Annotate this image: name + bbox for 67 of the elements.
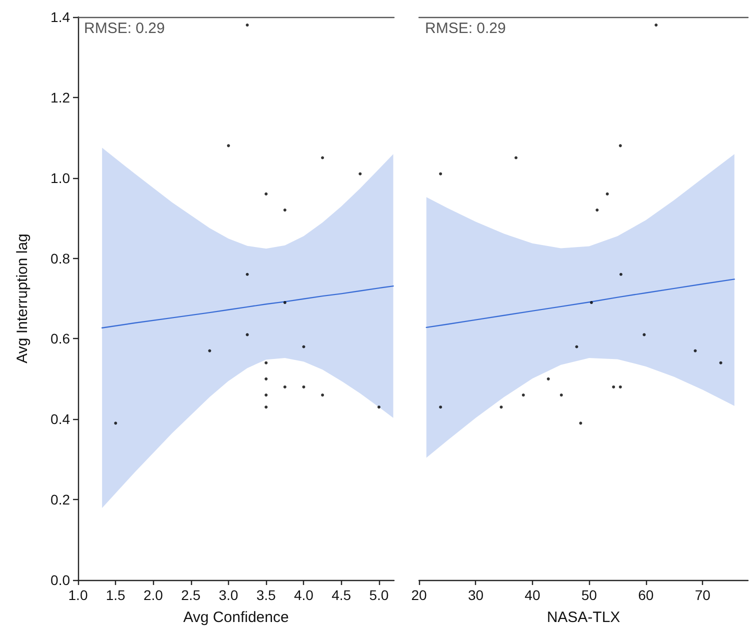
point (264, 394, 268, 397)
point (654, 24, 658, 27)
point (302, 345, 306, 348)
x-tick-label: 5.0 (369, 587, 389, 603)
x-axis-title: Avg Confidence (183, 609, 289, 626)
point (264, 406, 268, 409)
x-tick-label: 70 (694, 587, 711, 603)
point (246, 24, 249, 27)
x-tick-label: 2.0 (144, 587, 164, 603)
x-tick-label: 50 (581, 587, 598, 603)
point (618, 385, 622, 388)
point (246, 333, 249, 336)
point (321, 394, 324, 397)
point (619, 272, 622, 276)
y-tick-label: 1.4 (50, 9, 70, 25)
line-series (101, 285, 394, 328)
x-tick-label: 1.0 (68, 587, 88, 603)
point (246, 272, 249, 276)
x-tick-label: 20 (411, 587, 427, 603)
x-tick-label: 2.5 (181, 587, 201, 603)
y-axis-title: Avg Interruption lag (14, 234, 31, 364)
y-tick-label: 0.6 (50, 330, 70, 347)
point (283, 301, 286, 304)
point (575, 345, 578, 348)
point (264, 192, 268, 196)
x-tick-label: 4.5 (332, 587, 352, 603)
point (114, 422, 118, 425)
point (546, 377, 550, 380)
point (226, 144, 230, 148)
y-tick-label: 1.2 (50, 89, 70, 106)
point (514, 156, 518, 160)
y-tick-label: 0.8 (50, 250, 70, 266)
x-tick-label: 30 (468, 587, 484, 603)
annotation: RMSE: 0.29 (84, 20, 165, 37)
annotation: RMSE: 0.29 (425, 20, 506, 37)
y-tick-label: 0.4 (50, 411, 70, 428)
point (439, 406, 442, 409)
point (522, 394, 525, 397)
point (596, 208, 599, 212)
point (618, 144, 622, 148)
y-tick-label: 0.2 (50, 492, 70, 508)
x-tick-label: 40 (524, 587, 540, 603)
x-tick-label: 1.5 (106, 587, 126, 603)
point (579, 422, 582, 425)
x-tick-label: 60 (638, 587, 654, 603)
x-tick-label: 4.0 (294, 587, 314, 603)
point (358, 172, 362, 176)
point (606, 192, 609, 196)
point (321, 156, 324, 160)
y-tick-label: 1.0 (50, 170, 70, 186)
point (590, 301, 593, 304)
point (560, 394, 563, 397)
point (642, 333, 646, 336)
x-axis-title: NASA-TLX (546, 609, 620, 626)
point (612, 385, 616, 388)
point (500, 406, 503, 409)
point (377, 406, 380, 409)
point (439, 172, 442, 176)
point (264, 377, 268, 380)
x-tick-label: 3.5 (256, 587, 276, 603)
point (264, 361, 268, 364)
point (283, 208, 286, 212)
point (302, 385, 306, 388)
x-tick-label: 3.0 (218, 587, 238, 603)
y-tick-label: 0.0 (50, 572, 70, 588)
point (283, 385, 286, 388)
point (694, 349, 697, 352)
